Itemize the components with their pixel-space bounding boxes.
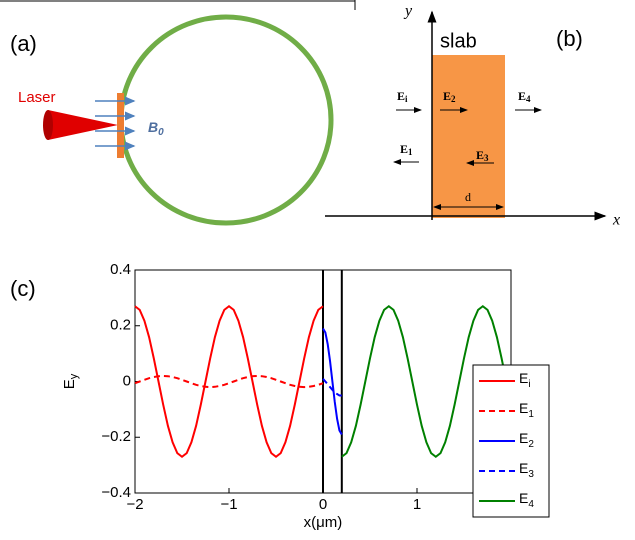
y-tick-label: 0	[123, 372, 131, 389]
axis-label: x	[612, 212, 620, 229]
series-line	[135, 306, 323, 457]
field-symbol: E	[397, 89, 405, 103]
field-symbol: E	[518, 89, 526, 103]
x-tick-label: −1	[220, 496, 237, 513]
y-tick-label: −0.2	[101, 428, 131, 445]
field-subscript: 3	[484, 153, 489, 163]
field-subscript: 2	[451, 94, 456, 104]
field-symbol: E	[443, 89, 451, 103]
field-subscript: 0	[158, 127, 164, 138]
field-subscript: 1	[408, 147, 413, 157]
x-tick-label: 1	[413, 496, 421, 513]
field-symbol: E	[476, 148, 484, 162]
field-symbol: E	[400, 142, 408, 156]
slab-label: slab	[440, 30, 477, 52]
x-tick-label: 0	[319, 496, 327, 513]
panel-label: (b)	[556, 26, 583, 51]
x-axis-label: x(μm)	[304, 514, 343, 531]
field-label: B0	[148, 119, 164, 138]
series-line	[135, 376, 323, 387]
field-subscript: 4	[526, 94, 531, 104]
field-label: E4	[518, 89, 531, 104]
panel-label: (c)	[10, 276, 36, 301]
y-tick-label: 0.2	[110, 317, 131, 334]
panel-label: (a)	[10, 31, 37, 56]
y-tick-label: 0.4	[110, 261, 131, 278]
field-subscript: i	[405, 94, 408, 104]
page: (a) Laser B0 y x slab (b) d EiE2E4E1E3 (…	[0, 0, 635, 540]
field-label: E1	[400, 142, 413, 157]
target	[117, 93, 124, 158]
laser-cone-base	[43, 110, 53, 140]
laser-cone	[48, 110, 118, 140]
field-symbol: B	[148, 119, 158, 135]
y-axis-subscript: y	[68, 373, 80, 379]
width-label: d	[465, 190, 471, 204]
field-label: Ei	[397, 89, 408, 104]
y-axis-label: Ey	[61, 373, 80, 389]
figure: (a) Laser B0 y x slab (b) d EiE2E4E1E3 (…	[0, 0, 635, 540]
laser-label: Laser	[18, 89, 56, 106]
axis-label: y	[403, 3, 413, 20]
y-tick-label: −0.4	[101, 484, 131, 501]
y-axis-symbol: E	[61, 379, 78, 389]
